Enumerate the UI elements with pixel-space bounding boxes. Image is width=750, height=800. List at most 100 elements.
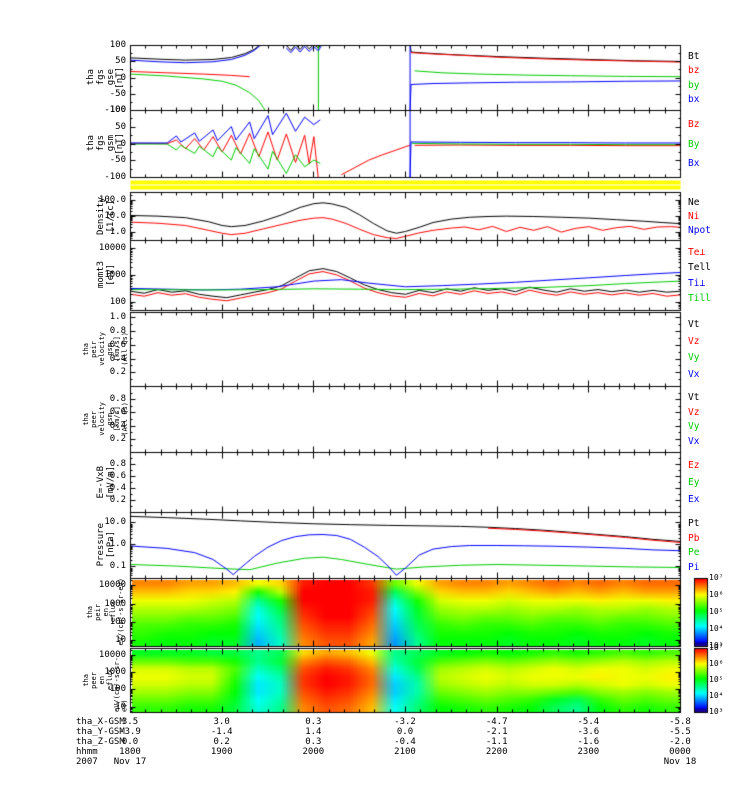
legend-label-Pt: Pt — [688, 518, 700, 529]
colorbar-tick-label: 10⁷ — [709, 573, 724, 582]
axis-row-value: 0.2 — [213, 737, 230, 747]
panel-ylabel-density: Density [1/cc] — [84, 192, 129, 240]
axis-row-value: 0.3 — [305, 737, 322, 747]
ytick-label: 0.4 — [109, 421, 126, 431]
ytick-label: 10.0 — [104, 517, 126, 527]
legend-label-Ez: Ez — [688, 459, 700, 471]
axis-row-value: -1.6 — [577, 737, 600, 747]
axis-row-value: -2.0 — [669, 737, 691, 747]
ytick-label: 1.0 — [109, 227, 126, 237]
axis-row-value: 2000 — [302, 747, 325, 757]
legend-label-Bx: Bx — [688, 157, 700, 169]
ytick-label: -50 — [109, 155, 126, 165]
ytick-label: -100 — [104, 172, 126, 182]
axis-row-value: 0.3 — [305, 717, 322, 727]
ytick-label: 0.6 — [109, 407, 126, 417]
panel-ylabel-fgs_gsm: tha fgs gsm [nT] — [84, 110, 129, 177]
colorbar-tick-label: 10⁵ — [709, 675, 724, 684]
colorbar-tick-label: 10⁶ — [709, 590, 724, 599]
axis-row-value: 2100 — [394, 747, 416, 757]
legend-label-Pb: Pb — [688, 532, 700, 544]
axis-row-value: -1.1 — [485, 737, 508, 747]
axis-row-value: 3.5 — [121, 717, 139, 727]
ytick-label: 100 — [109, 684, 126, 694]
ytick-label: 100 — [109, 105, 126, 115]
colorbar-tick-label: 10⁷ — [709, 643, 724, 652]
legend-label-Vt: Vt — [688, 392, 700, 403]
panel-ylabel-spec_ele: tha peer en eflux eV/(cm²-s-sr-eV) — [82, 648, 129, 712]
axis-row-value: -3.9 — [119, 727, 141, 737]
legend-label-Tell: Tell — [688, 262, 711, 274]
panel-ylabel-line: [mV/m] — [105, 465, 116, 499]
ytick-label: 0.2 — [109, 434, 126, 444]
colorbar-tick-label: 10⁶ — [709, 659, 724, 668]
legend-label-Npot: Npot — [688, 224, 711, 236]
panel-ylabel-line: eV/(cm²-s-sr-eV) — [117, 578, 126, 646]
panel-ylabel-line: [eV] — [105, 264, 116, 286]
ytick-label: 0.6 — [109, 471, 126, 481]
colorbar-tick-label: 10⁴ — [709, 691, 724, 700]
ytick-label: 0.4 — [109, 354, 126, 364]
legend-label-Vx: Vx — [688, 368, 700, 380]
panel-ylabel-fgs_gse: tha fgs gse [nT] — [84, 45, 129, 110]
axis-row-value: -5.4 — [577, 717, 600, 727]
ytick-label: 0 — [120, 139, 126, 149]
ytick-label: 10 — [115, 702, 126, 712]
ytick-label: 0 — [120, 73, 126, 83]
ytick-label: 0.8 — [109, 459, 126, 469]
legend-label-Vz: Vz — [688, 335, 700, 347]
legend-label-Bt: Bt — [688, 50, 700, 62]
legend-label-By: By — [688, 138, 700, 150]
ytick-label: 1000 — [104, 599, 126, 609]
ytick-label: -100 — [104, 105, 126, 115]
legend-label-Vy: Vy — [688, 352, 700, 364]
ytick-label: 10000 — [98, 243, 126, 253]
ytick-label: 1.0 — [109, 312, 126, 322]
axis-row-value: 1.4 — [305, 727, 322, 737]
ytick-label: 100 — [109, 297, 126, 307]
legend-label-Ni: Ni — [688, 211, 700, 222]
legend-label-Bz: Bz — [688, 119, 700, 131]
legend-label-Vy: Vy — [688, 421, 700, 433]
ytick-label: 0.2 — [109, 495, 126, 505]
panel-ylabel-vel_ion: tha peir velocity gsm [km/s] (All Qs) — [82, 312, 129, 386]
ytick-label: 100.0 — [98, 195, 126, 205]
ytick-label: 10 — [115, 635, 126, 645]
ytick-label: 0.6 — [109, 340, 126, 350]
ytick-label: -50 — [109, 89, 126, 99]
axis-row-value: -3.2 — [394, 717, 416, 727]
ytick-label: 100 — [109, 40, 126, 50]
ytick-label: 1000 — [104, 667, 126, 677]
legend-label-Pi: Pi — [688, 562, 700, 573]
panel-ylabel-pressure: Pressure [nPa] — [84, 512, 129, 578]
legend-label-Vz: Vz — [688, 406, 700, 418]
ytick-label: 10000 — [98, 650, 126, 660]
date-start-label: Nov 17 — [113, 757, 147, 767]
ytick-label: 50 — [115, 122, 126, 132]
ytick-label: 0.1 — [109, 561, 126, 571]
legend-label-Ne: Ne — [688, 197, 700, 209]
ytick-label: 0.8 — [109, 326, 126, 336]
date-end-label: Nov 18 — [663, 757, 697, 767]
legend-label-Ey: Ey — [688, 477, 700, 488]
panel-ylabel-line: [nT] — [115, 66, 126, 89]
panel-ylabel-line: [1/cc] — [105, 199, 116, 233]
panel-ylabel-efield: E=-VxB [mV/m] — [84, 452, 129, 512]
legend-label-Vx: Vx — [688, 436, 700, 447]
axis-row-value: 2200 — [485, 747, 508, 757]
axis-row-value: 1900 — [210, 747, 233, 757]
axis-row-label: tha_Z-GSM — [76, 737, 125, 747]
ytick-label: 50 — [115, 56, 126, 66]
legend-label-Till: Till — [688, 293, 711, 305]
axis-row-value: 1800 — [119, 747, 141, 757]
legend-label-bz: bz — [688, 65, 700, 77]
axis-row-label: tha_Y-GSM — [76, 727, 125, 737]
legend-label-Ti⊥: Ti⊥ — [688, 277, 706, 289]
axis-row-value: 0000 — [669, 747, 691, 757]
panel-ylabel-line: eV/(cm²-s-sr-eV) — [113, 657, 129, 712]
axis-row-label: tha_X-GSM — [76, 717, 125, 727]
colorbar-tick-label: 10⁴ — [709, 624, 724, 633]
axis-row-value: -0.4 — [394, 737, 416, 747]
